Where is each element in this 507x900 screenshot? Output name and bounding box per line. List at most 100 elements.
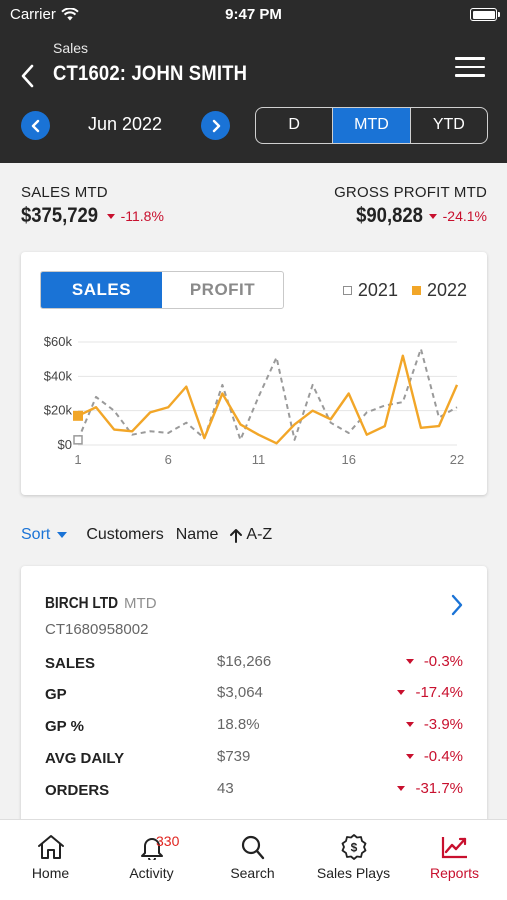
chart-icon	[441, 837, 467, 859]
sort-dropdown[interactable]: Sort	[21, 526, 68, 544]
status-bar: Carrier 9:47 PM	[0, 0, 507, 28]
legend-label-2022: 2022	[426, 280, 467, 300]
range-option-mtd[interactable]: MTD	[332, 108, 410, 143]
trend-down-icon	[397, 690, 406, 695]
back-arrow-icon[interactable]	[16, 62, 40, 90]
x-tick-label: 1	[74, 452, 81, 467]
carrier-label: Carrier	[10, 6, 56, 23]
trend-down-icon	[428, 213, 437, 219]
chart-legend: 2021 2022	[342, 280, 467, 301]
svg-text:$: $	[350, 841, 357, 855]
legend-label-2021: 2021	[357, 280, 398, 300]
carrier: Carrier	[10, 6, 79, 23]
tab-sales-plays[interactable]: $ Sales Plays	[303, 834, 404, 881]
chart-card: $60k $40k $20k $0 1 6 11 16 22 SALES PROFIT 2021…	[21, 252, 487, 495]
range-option-d[interactable]: D	[288, 116, 300, 133]
metric-label: GP	[45, 686, 67, 703]
metric-row-sales: SALES $16,266 -0.3%	[45, 653, 463, 675]
y-tick-label: $0	[58, 437, 72, 452]
legend-swatch-2021	[342, 286, 352, 295]
trend-down-icon	[397, 786, 406, 791]
sales-line-chart: $60k$40k$20k$01 6 11 16 22	[44, 334, 464, 467]
metric-row-gp: GP $3,064 -17.4%	[45, 684, 463, 706]
arrow-up-icon	[230, 528, 243, 543]
metric-row-avg-daily: AVG DAILY $739 -0.4%	[45, 748, 463, 770]
metric-label: AVG DAILY	[45, 750, 125, 767]
previous-period-button[interactable]	[21, 111, 50, 140]
customer-name: BIRCH LTD	[45, 595, 119, 612]
breadcrumb[interactable]: Sales	[53, 40, 89, 56]
start-marker-2022	[73, 410, 83, 421]
chevron-right-icon[interactable]	[450, 594, 464, 616]
metric-label: ORDERS	[45, 782, 110, 799]
metric-value: $739	[217, 748, 251, 765]
tab-search[interactable]: Search	[202, 834, 303, 881]
metric-row-orders: ORDERS 43 -31.7%	[45, 780, 463, 802]
customer-period: MTD	[124, 595, 157, 612]
metric-delta: -31.7%	[415, 780, 463, 797]
tab-reports[interactable]: Reports	[404, 834, 505, 881]
app-header: Carrier 9:47 PM Sales CT1602: JOHN SMITH…	[0, 0, 507, 163]
hamburger-menu-icon[interactable]	[455, 57, 485, 77]
tab-bar: Home 330 Activity Search $ Sales Plays R…	[0, 819, 507, 900]
activity-badge: 330	[156, 833, 180, 849]
sales-kpi-label: SALES MTD	[21, 184, 108, 201]
sort-order-label: A-Z	[246, 526, 273, 543]
tab-activity[interactable]: 330 Activity	[101, 833, 202, 881]
metric-delta: -0.4%	[423, 748, 463, 765]
trend-down-icon	[405, 722, 414, 727]
trend-down-icon	[405, 659, 414, 664]
metric-delta: -0.3%	[423, 653, 463, 670]
metric-value: $3,064	[217, 684, 263, 701]
start-marker-2021	[73, 435, 83, 445]
metric-row-gp-percent: GP % 18.8% -3.9%	[45, 716, 463, 738]
range-segmented-control: D MTD YTD	[255, 107, 488, 144]
sales-kpi-delta: -11.8%	[120, 208, 164, 224]
legend-swatch-2022	[411, 286, 421, 295]
wifi-icon	[61, 8, 79, 21]
metric-value: $16,266	[217, 653, 272, 670]
sort-bar: Sort Customers Name A-Z	[21, 526, 272, 544]
metric-value: 43	[217, 780, 234, 797]
x-tick-label: 11	[252, 452, 266, 467]
y-tick-label: $20k	[44, 403, 73, 418]
metric-label: SALES	[45, 655, 96, 672]
series-line-2021	[77, 347, 458, 441]
tab-label: Search	[230, 865, 275, 881]
customer-card[interactable]: BIRCH LTD MTD CT1680958002 SALES $16,266…	[21, 566, 487, 826]
period-label: Jun 2022	[87, 114, 163, 134]
tab-label: Activity	[129, 865, 174, 881]
trend-down-icon	[405, 754, 414, 759]
gross-profit-kpi-label: GROSS PROFIT MTD	[334, 184, 487, 201]
y-tick-label: $60k	[44, 334, 73, 349]
home-icon	[37, 835, 64, 859]
metric-label: GP %	[45, 718, 84, 735]
search-icon	[241, 835, 264, 860]
gross-profit-kpi: GROSS PROFIT MTD $90,828 -24.1%	[334, 184, 487, 228]
metric-delta: -3.9%	[423, 716, 463, 733]
sort-order-toggle[interactable]: A-Z	[229, 526, 272, 544]
toggle-sales[interactable]: SALES	[41, 272, 162, 308]
tab-label: Home	[31, 865, 70, 881]
toggle-profit[interactable]: PROFIT	[189, 280, 256, 299]
sort-sub-field[interactable]: Name	[175, 526, 219, 543]
sales-kpi: SALES MTD $375,729 -11.8%	[21, 184, 164, 228]
chevron-left-icon	[31, 119, 39, 132]
chevron-right-icon	[212, 119, 220, 132]
range-option-ytd[interactable]: YTD	[409, 108, 487, 143]
metric-delta: -17.4%	[415, 684, 463, 701]
metric-value: 18.8%	[217, 716, 260, 733]
sales-kpi-value: $375,729	[21, 204, 99, 227]
sort-field[interactable]: Customers	[86, 526, 164, 543]
customer-id: CT1680958002	[45, 621, 149, 638]
x-tick-label: 6	[165, 452, 172, 467]
tab-home[interactable]: Home	[0, 834, 101, 881]
next-period-button[interactable]	[201, 111, 230, 140]
dollar-badge-icon: $	[341, 834, 366, 860]
tab-label: Sales Plays	[316, 865, 391, 881]
sort-label: Sort	[21, 526, 51, 543]
x-tick-label: 22	[450, 452, 464, 467]
y-tick-label: $40k	[44, 368, 73, 383]
gross-profit-kpi-delta: -24.1%	[442, 208, 487, 224]
tab-label: Reports	[429, 865, 480, 881]
